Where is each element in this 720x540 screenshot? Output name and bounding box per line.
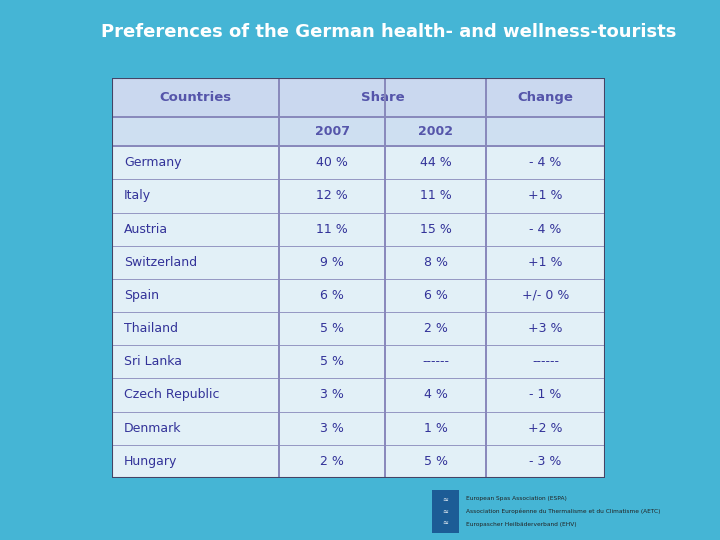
Text: 5 %: 5 % — [320, 322, 344, 335]
Text: - 1 %: - 1 % — [529, 388, 562, 401]
Text: 2007: 2007 — [315, 125, 350, 138]
Text: 44 %: 44 % — [420, 156, 451, 170]
Bar — [112, 312, 605, 345]
Text: +/- 0 %: +/- 0 % — [522, 289, 570, 302]
Bar — [112, 213, 605, 246]
Text: 4 %: 4 % — [424, 388, 448, 401]
Text: Switzerland: Switzerland — [124, 256, 197, 269]
Text: Preferences of the German health- and wellness-tourists: Preferences of the German health- and we… — [101, 23, 677, 41]
Text: ------: ------ — [423, 355, 449, 368]
Text: Thailand: Thailand — [124, 322, 178, 335]
Bar — [112, 411, 605, 445]
Text: Change: Change — [518, 91, 574, 104]
Text: 2 %: 2 % — [424, 322, 448, 335]
Text: ≈: ≈ — [443, 509, 449, 515]
Text: 9 %: 9 % — [320, 256, 344, 269]
Text: Association Européenne du Thermalisme et du Climatisme (AETC): Association Européenne du Thermalisme et… — [466, 509, 660, 515]
Text: 2 %: 2 % — [320, 455, 344, 468]
Text: +1 %: +1 % — [528, 256, 563, 269]
Bar — [112, 146, 605, 179]
Text: Spain: Spain — [124, 289, 159, 302]
Text: Europascher Heilbäderverband (EHV): Europascher Heilbäderverband (EHV) — [466, 523, 576, 528]
Text: European Spas Association (ESPA): European Spas Association (ESPA) — [466, 496, 567, 501]
Text: +1 %: +1 % — [528, 190, 563, 202]
Text: 2002: 2002 — [418, 125, 454, 138]
Bar — [112, 179, 605, 213]
Text: +2 %: +2 % — [528, 422, 563, 435]
Text: Share: Share — [361, 91, 405, 104]
Text: 1 %: 1 % — [424, 422, 448, 435]
Text: 5 %: 5 % — [424, 455, 448, 468]
Text: 15 %: 15 % — [420, 222, 452, 235]
Bar — [432, 490, 459, 533]
Text: 40 %: 40 % — [316, 156, 348, 170]
Text: 8 %: 8 % — [424, 256, 448, 269]
Text: - 4 %: - 4 % — [529, 156, 562, 170]
Text: 11 %: 11 % — [316, 222, 348, 235]
Text: Czech Republic: Czech Republic — [124, 388, 220, 401]
Text: 6 %: 6 % — [424, 289, 448, 302]
Text: 12 %: 12 % — [316, 190, 348, 202]
Bar — [112, 78, 605, 118]
Text: Austria: Austria — [124, 222, 168, 235]
Text: Denmark: Denmark — [124, 422, 181, 435]
Text: ≈: ≈ — [443, 520, 449, 526]
Bar — [112, 445, 605, 478]
Text: ≈: ≈ — [443, 497, 449, 503]
Text: +3 %: +3 % — [528, 322, 563, 335]
Text: 5 %: 5 % — [320, 355, 344, 368]
Text: 6 %: 6 % — [320, 289, 344, 302]
Text: Countries: Countries — [159, 91, 232, 104]
Text: 11 %: 11 % — [420, 190, 451, 202]
Bar — [112, 279, 605, 312]
Text: - 4 %: - 4 % — [529, 222, 562, 235]
Text: Italy: Italy — [124, 190, 151, 202]
Text: 3 %: 3 % — [320, 388, 344, 401]
Text: Hungary: Hungary — [124, 455, 177, 468]
Bar — [112, 118, 605, 146]
Bar — [112, 379, 605, 411]
Text: Sri Lanka: Sri Lanka — [124, 355, 182, 368]
Text: Germany: Germany — [124, 156, 181, 170]
Text: - 3 %: - 3 % — [529, 455, 562, 468]
Text: ------: ------ — [532, 355, 559, 368]
Bar — [112, 345, 605, 379]
Bar — [112, 246, 605, 279]
Text: 3 %: 3 % — [320, 422, 344, 435]
